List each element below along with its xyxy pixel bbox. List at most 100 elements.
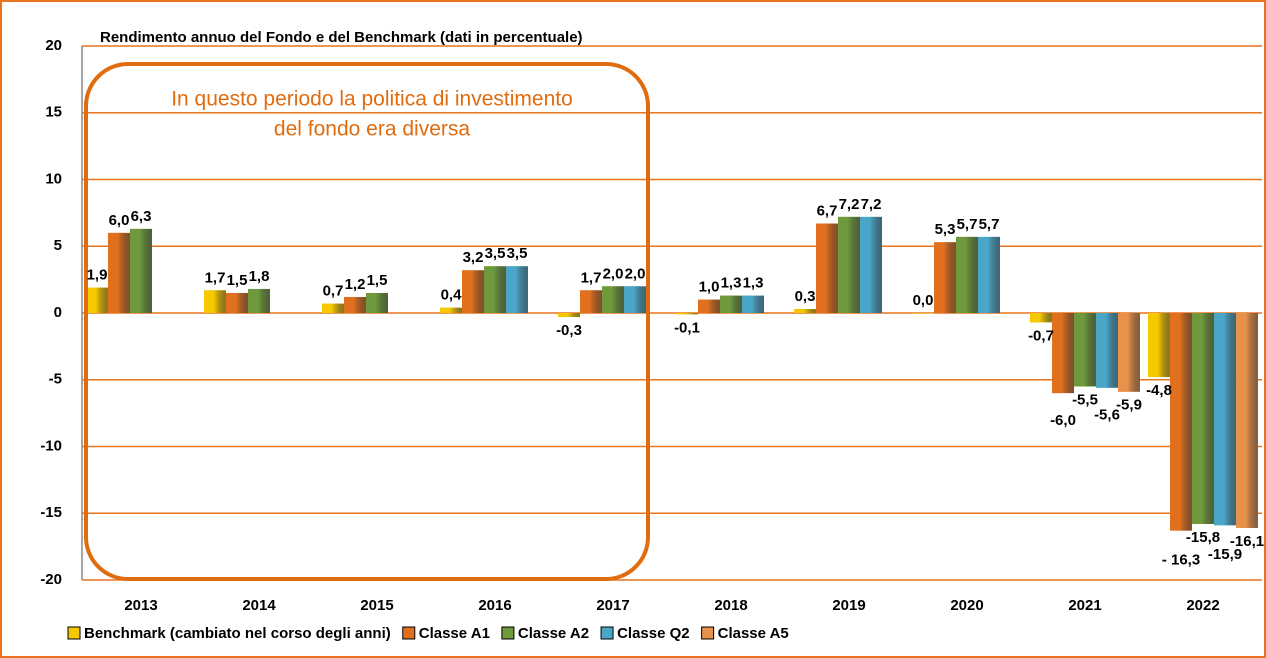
y-tick-label: -15 — [40, 504, 62, 521]
data-label: 1,0 — [699, 279, 720, 296]
y-tick-label: 20 — [45, 37, 62, 54]
y-tick-label: -5 — [49, 371, 62, 388]
bar — [860, 216, 882, 313]
data-label: 0,0 — [913, 292, 934, 309]
x-tick-label: 2020 — [950, 597, 983, 614]
bar — [462, 270, 484, 313]
bar — [816, 223, 838, 313]
x-tick-label: 2013 — [124, 597, 157, 614]
data-label: 6,7 — [817, 203, 838, 220]
bar — [1096, 313, 1118, 388]
data-label: -0,1 — [674, 319, 700, 336]
y-tick-label: 10 — [45, 170, 62, 187]
bar — [580, 290, 602, 313]
data-label: - 16,3 — [1162, 552, 1200, 569]
data-label: 5,7 — [979, 216, 1000, 233]
bar — [934, 242, 956, 313]
bar — [978, 236, 1000, 313]
data-label: 1,5 — [367, 272, 388, 289]
data-label: 7,2 — [861, 196, 882, 213]
data-label: -5,9 — [1116, 397, 1142, 414]
bar — [1052, 313, 1074, 394]
chart-title: Rendimento annuo del Fondo e del Benchma… — [100, 29, 583, 46]
data-label: -16,1 — [1230, 533, 1264, 550]
x-tick-label: 2019 — [832, 597, 865, 614]
y-tick-label: 15 — [45, 104, 62, 121]
data-label: 6,3 — [131, 208, 152, 225]
y-tick-label: -10 — [40, 437, 62, 454]
bar — [1236, 313, 1258, 528]
bar — [1192, 313, 1214, 524]
data-label: -15,9 — [1208, 546, 1242, 563]
data-label: 1,9 — [87, 267, 108, 284]
x-tick-label: 2022 — [1186, 597, 1219, 614]
bar — [248, 288, 270, 313]
bar — [624, 286, 646, 313]
bar — [676, 313, 698, 315]
data-label: 2,0 — [625, 265, 646, 282]
bar — [1170, 313, 1192, 531]
y-tick-label: -20 — [40, 571, 62, 588]
bar — [226, 292, 248, 313]
x-tick-label: 2018 — [714, 597, 747, 614]
legend-label: Classe A1 — [419, 625, 490, 642]
bar — [204, 290, 226, 313]
data-label: 1,5 — [227, 272, 248, 289]
bar — [130, 228, 152, 313]
x-tick-label: 2021 — [1068, 597, 1101, 614]
data-label: 1,7 — [581, 269, 602, 286]
legend-label: Benchmark (cambiato nel corso degli anni… — [84, 625, 391, 642]
data-label: 6,0 — [109, 212, 130, 229]
bar — [366, 292, 388, 313]
bar — [1214, 313, 1236, 526]
x-tick-label: 2017 — [596, 597, 629, 614]
x-tick-label: 2016 — [478, 597, 511, 614]
bar — [956, 236, 978, 313]
data-label: 1,2 — [345, 276, 366, 293]
bar — [602, 286, 624, 313]
bar — [440, 307, 462, 313]
y-tick-label: 0 — [54, 304, 62, 321]
data-label: 2,0 — [603, 265, 624, 282]
data-label: 1,7 — [205, 269, 226, 286]
data-label: 5,3 — [935, 221, 956, 238]
data-label: 3,5 — [485, 245, 506, 262]
bar — [558, 313, 580, 318]
x-tick-label: 2015 — [360, 597, 393, 614]
legend-label: Classe Q2 — [617, 625, 690, 642]
legend-swatch — [67, 626, 81, 640]
data-label: 0,7 — [323, 283, 344, 300]
bar — [1030, 313, 1052, 323]
bar — [794, 308, 816, 313]
bar — [484, 266, 506, 313]
bar — [742, 295, 764, 313]
bar — [344, 296, 366, 313]
data-label: -5,5 — [1072, 391, 1098, 408]
bar — [720, 295, 742, 313]
bar — [1148, 313, 1170, 378]
data-label: -0,7 — [1028, 327, 1054, 344]
legend-label: Classe A2 — [518, 625, 589, 642]
bar — [698, 299, 720, 313]
x-tick-label: 2014 — [242, 597, 276, 614]
annotation: In questo periodo la politica di investi… — [171, 88, 573, 111]
data-label: -0,3 — [556, 322, 582, 339]
bar — [322, 303, 344, 313]
data-label: 7,2 — [839, 196, 860, 213]
legend-swatch — [701, 626, 715, 640]
y-tick-label: 5 — [54, 237, 62, 254]
data-label: 0,3 — [795, 288, 816, 305]
legend-swatch — [501, 626, 515, 640]
data-label: 1,3 — [721, 275, 742, 292]
bar — [838, 216, 860, 313]
data-label: 3,5 — [507, 245, 528, 262]
annotation-box — [84, 62, 650, 581]
bar — [108, 232, 130, 313]
legend-label: Classe A5 — [718, 625, 789, 642]
legend-swatch — [402, 626, 416, 640]
annotation: del fondo era diversa — [274, 118, 470, 141]
bar — [1118, 313, 1140, 392]
data-label: -6,0 — [1050, 412, 1076, 429]
bar — [1074, 313, 1096, 387]
